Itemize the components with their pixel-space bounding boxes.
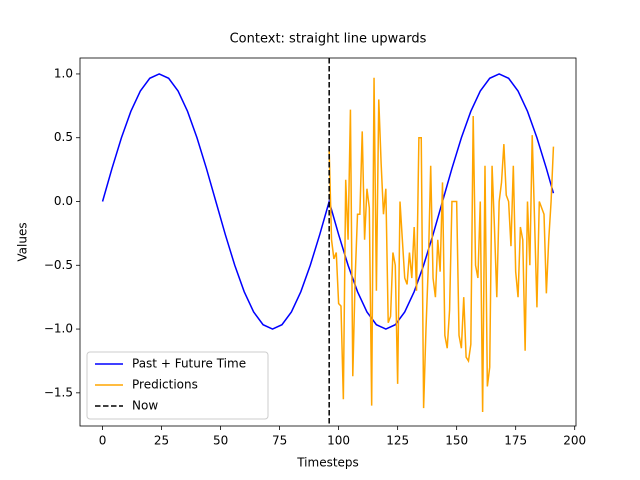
y-axis-label: Values xyxy=(16,222,30,261)
x-tick-label: 200 xyxy=(563,434,586,448)
x-tick-label: 100 xyxy=(327,434,350,448)
x-tick-label: 0 xyxy=(99,434,107,448)
legend-box xyxy=(86,351,269,420)
legend-label: Predictions xyxy=(132,378,198,392)
y-tick-label: −1.0 xyxy=(44,322,73,336)
y-tick-label: 0.0 xyxy=(54,194,73,208)
y-tick-label: −0.5 xyxy=(44,258,73,272)
x-tick-label: 125 xyxy=(386,434,409,448)
series-line xyxy=(328,77,555,412)
legend-label: Now xyxy=(132,399,158,413)
y-tick-label: −1.5 xyxy=(44,385,73,399)
x-tick-label: 75 xyxy=(272,434,287,448)
legend-label: Past + Future Time xyxy=(132,357,246,371)
x-axis-label: Timesteps xyxy=(296,456,359,470)
y-tick-label: 0.5 xyxy=(54,130,73,144)
series-line xyxy=(101,73,555,330)
x-tick-label: 25 xyxy=(154,434,169,448)
axes-frame xyxy=(79,57,577,427)
chart-title: Context: straight line upwards xyxy=(230,32,427,47)
x-tick-label: 150 xyxy=(445,434,468,448)
x-tick-label: 50 xyxy=(213,434,228,448)
y-tick-label: 1.0 xyxy=(54,66,73,80)
x-tick-label: 175 xyxy=(504,434,527,448)
